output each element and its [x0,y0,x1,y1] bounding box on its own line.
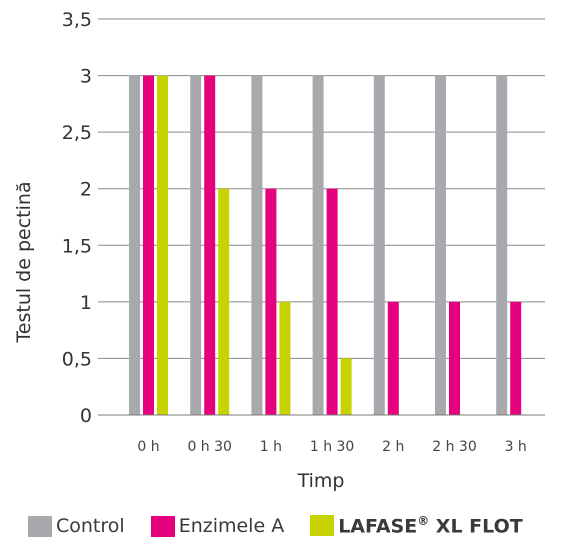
bar [373,75,385,416]
legend-label-control: Control [56,515,125,537]
bar [190,75,202,416]
x-tick-label: 1 h 30 [310,439,355,455]
y-tick-label: 0 [80,405,92,427]
x-tick-label: 2 h [382,439,404,455]
bar [326,188,338,415]
registered-mark: ® [417,514,430,529]
x-tick-label: 1 h [260,439,282,455]
x-axis-label: Timp [297,470,345,492]
y-tick-label: 2 [80,179,92,201]
x-tick-label: 3 h [505,439,527,455]
legend-swatch-control [28,515,52,537]
legend-label-lafase-main: LAFASE [338,515,418,538]
bar [340,358,352,415]
legend: Control Enzimele A LAFASE® XL FLOT [28,514,523,538]
y-tick-label: 1 [80,292,92,314]
y-tick-label: 3,5 [62,9,92,31]
y-tick-label: 2,5 [62,122,92,144]
legend-item-control: Control [28,515,125,537]
bars [129,75,522,416]
bar [204,75,216,416]
bar [218,188,230,415]
bar [157,75,168,416]
y-tick-label: 1,5 [62,235,92,257]
legend-label-lafase: LAFASE® XL FLOT [338,514,523,537]
x-tick-labels: 0 h 0 h 30 1 h 1 h 30 2 h 2 h 30 3 h [137,439,526,455]
y-tick-label: 0,5 [62,348,92,370]
x-tick-label: 0 h [137,439,159,455]
bar [129,75,140,416]
y-tick-label: 3 [80,66,92,88]
bar [265,188,277,415]
y-axis-label: Testul de pectină [13,181,35,343]
bar [496,75,508,416]
y-tick-labels: 0 0,5 1 1,5 2 2,5 3 3,5 [62,9,92,427]
bar [312,75,324,416]
legend-label-lafase-tail: XL FLOT [429,515,523,538]
bar [387,301,399,415]
bar [510,301,522,415]
legend-item-lafase: LAFASE® XL FLOT [310,514,523,538]
legend-swatch-lafase [310,515,335,537]
x-tick-label: 0 h 30 [187,439,232,455]
legend-item-enzimele-a: Enzimele A [150,515,285,537]
bar [143,75,154,416]
legend-swatch-enzimele-a [150,515,175,537]
bar [279,301,291,415]
bar [435,75,446,416]
bar [251,75,263,416]
x-tick-label: 2 h 30 [432,439,477,455]
bar [449,301,460,415]
legend-label-enzimele-a: Enzimele A [178,515,285,537]
